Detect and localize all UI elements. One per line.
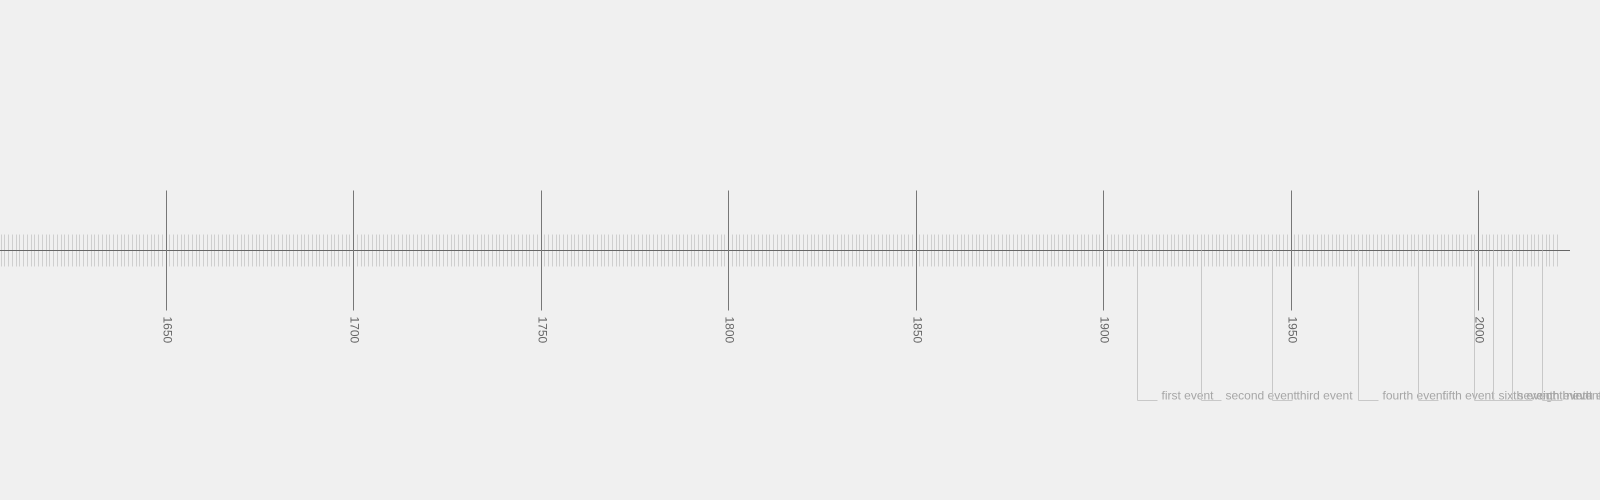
event-label: third event — [1297, 389, 1354, 403]
year-label: 1750 — [536, 317, 550, 344]
year-label: 2000 — [1473, 317, 1487, 344]
event-label: fourth event — [1383, 389, 1447, 403]
event-label: fifth event — [1443, 389, 1496, 403]
year-label: 1950 — [1286, 317, 1300, 344]
event-label: ninth event — [1567, 389, 1600, 403]
year-labels: 1650 1700 1750 1800 1850 1900 1950 2000 — [161, 317, 1487, 344]
year-label: 1900 — [1098, 317, 1112, 344]
event-label: second event — [1226, 389, 1298, 403]
events: first event second event third event fourth… — [1137, 250, 1600, 403]
year-label: 1850 — [911, 317, 925, 344]
event-label: eighth event — [1537, 389, 1600, 403]
year-label: 1800 — [723, 317, 737, 344]
major-ticks — [166, 190, 1479, 311]
year-label: 1650 — [161, 317, 175, 344]
year-label: 1700 — [348, 317, 362, 344]
event-label: seventh event — [1518, 389, 1593, 403]
